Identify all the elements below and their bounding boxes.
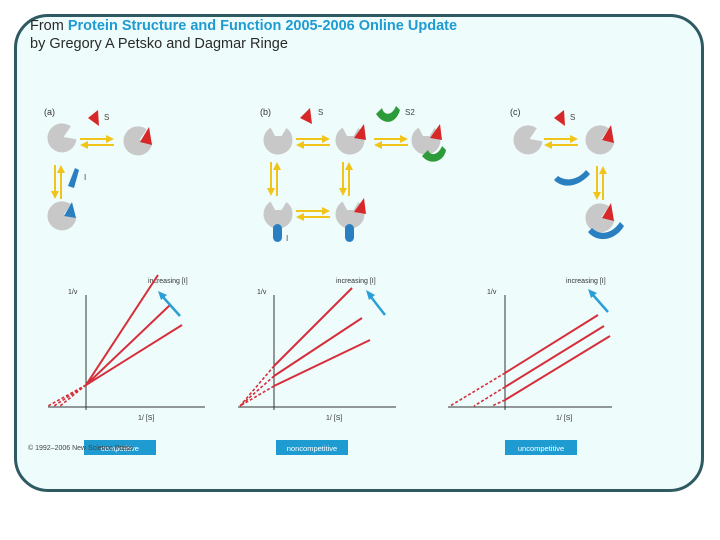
panel-b-label: (b) [260,107,271,117]
plot2-extrap-3 [239,385,275,407]
equilibrium-arrow-a-s [79,134,115,150]
copyright-notice: © 1992–2006 New Science Press [28,445,133,452]
plot3-annotation: increasing [I] [566,278,606,285]
substrate-a-label: S [104,113,109,122]
inhibitor-a-label: I [84,173,86,182]
substrate-c [554,110,565,126]
equilibrium-arrow-b-i [266,161,282,197]
equilibrium-arrow-b-s [295,134,331,150]
inhibitor-b-label: I [286,234,288,243]
plot2-annotation: increasing [I] [336,278,376,285]
plot1-ylabel: 1/v [68,289,78,296]
plot1-line-3 [85,324,183,386]
plot1-line-1 [85,274,159,386]
plot3-increase-arrow [592,294,609,313]
equilibrium-arrow-b-esi [295,206,331,222]
panel-b: (b) S S2 I [260,106,446,243]
substrate-b-esi [354,198,366,214]
equilibrium-arrow-c-s [543,134,579,150]
substrate-b-label: S [318,108,323,117]
plot1-extrap-3 [47,384,87,407]
inhibitor-c-bound [588,222,624,240]
plot2-increase-arrow [370,296,386,316]
plot2-increase-arrowhead [366,290,375,300]
enzyme-b-free [263,127,293,155]
plot2-extrap-2 [239,375,275,407]
plot2-line-1 [273,287,353,367]
plot3-extrap-3 [491,399,506,407]
substrate-c-label: S [570,113,575,122]
header-line-2: by Gregory A Petsko and Dagmar Ringe [30,36,288,52]
plot3-type-badge [505,440,577,455]
equilibrium-arrow-b-s2 [373,134,409,150]
equilibrium-arrow-c-i [592,165,608,201]
inhibitor-a [68,168,79,188]
inhibitor-b-bound [273,224,282,242]
inhibitor-b-esi [345,224,354,242]
inhibitor-c [554,170,590,186]
plot2-xlabel: 1/ [S] [326,415,342,422]
plot3-xlabel: 1/ [S] [556,415,572,422]
plot1-type-label: competitive [101,444,139,453]
plot2-type-label: noncompetitive [287,444,337,453]
plot3-increase-arrowhead [588,289,597,298]
plot-competitive: 1/v 1/ [S] increasing [I] competitive [47,274,205,455]
enzyme-c-free [513,125,543,155]
slide-header: From Protein Structure and Function 2005… [30,17,457,53]
plot1-annotation: increasing [I] [148,278,188,285]
substrate2-b-bound [422,146,446,162]
slide-frame [14,14,704,492]
panel-a: (a) S I [44,107,153,231]
plot3-extrap-2 [473,386,506,407]
plot2-line-3 [273,339,371,387]
plot3-line-3 [504,335,611,401]
equilibrium-arrow-b-ei-s [338,161,354,197]
panel-c-label: (c) [510,107,521,117]
equilibrium-arrow-a-i [50,164,66,200]
header-title-highlight: Protein Structure and Function 2005-2006… [67,18,458,34]
plot2-extrap-1 [239,365,275,407]
plot1-line-2 [85,304,171,386]
inhibitor-a-bound [64,202,76,218]
plot1-increase-arrowhead [158,291,167,300]
substrate2-b [376,106,400,122]
plot3-line-1 [504,314,599,374]
plot-uncompetitive: 1/v 1/ [S] increasing [I] uncompetitive [448,278,612,455]
panel-a-label: (a) [44,107,55,117]
substrate-a [88,110,99,126]
plot-noncompetitive: 1/v 1/ [S] increasing [I] noncompetitive [238,278,396,455]
substrate-b-bound [354,124,366,140]
substrate2-b-label: S2 [405,108,415,117]
plot3-line-2 [504,325,605,388]
plot2-type-badge [276,440,348,455]
plot3-extrap-1 [449,372,506,407]
plot1-type-badge [84,440,156,455]
enzyme-a-free [47,123,77,153]
plot1-increase-arrow [162,296,181,317]
substrate-b-bound-2 [430,124,442,140]
plot1-xlabel: 1/ [S] [138,415,154,422]
plot1-extrap-1 [59,384,87,407]
plot3-type-label: uncompetitive [518,444,564,453]
substrate-b [300,108,312,124]
panel-c: (c) S [510,107,624,240]
header-line-1: From Protein Structure and Function 2005… [30,18,458,34]
plot2-line-2 [273,317,363,377]
plot3-ylabel: 1/v [487,289,497,296]
plot2-ylabel: 1/v [257,289,267,296]
